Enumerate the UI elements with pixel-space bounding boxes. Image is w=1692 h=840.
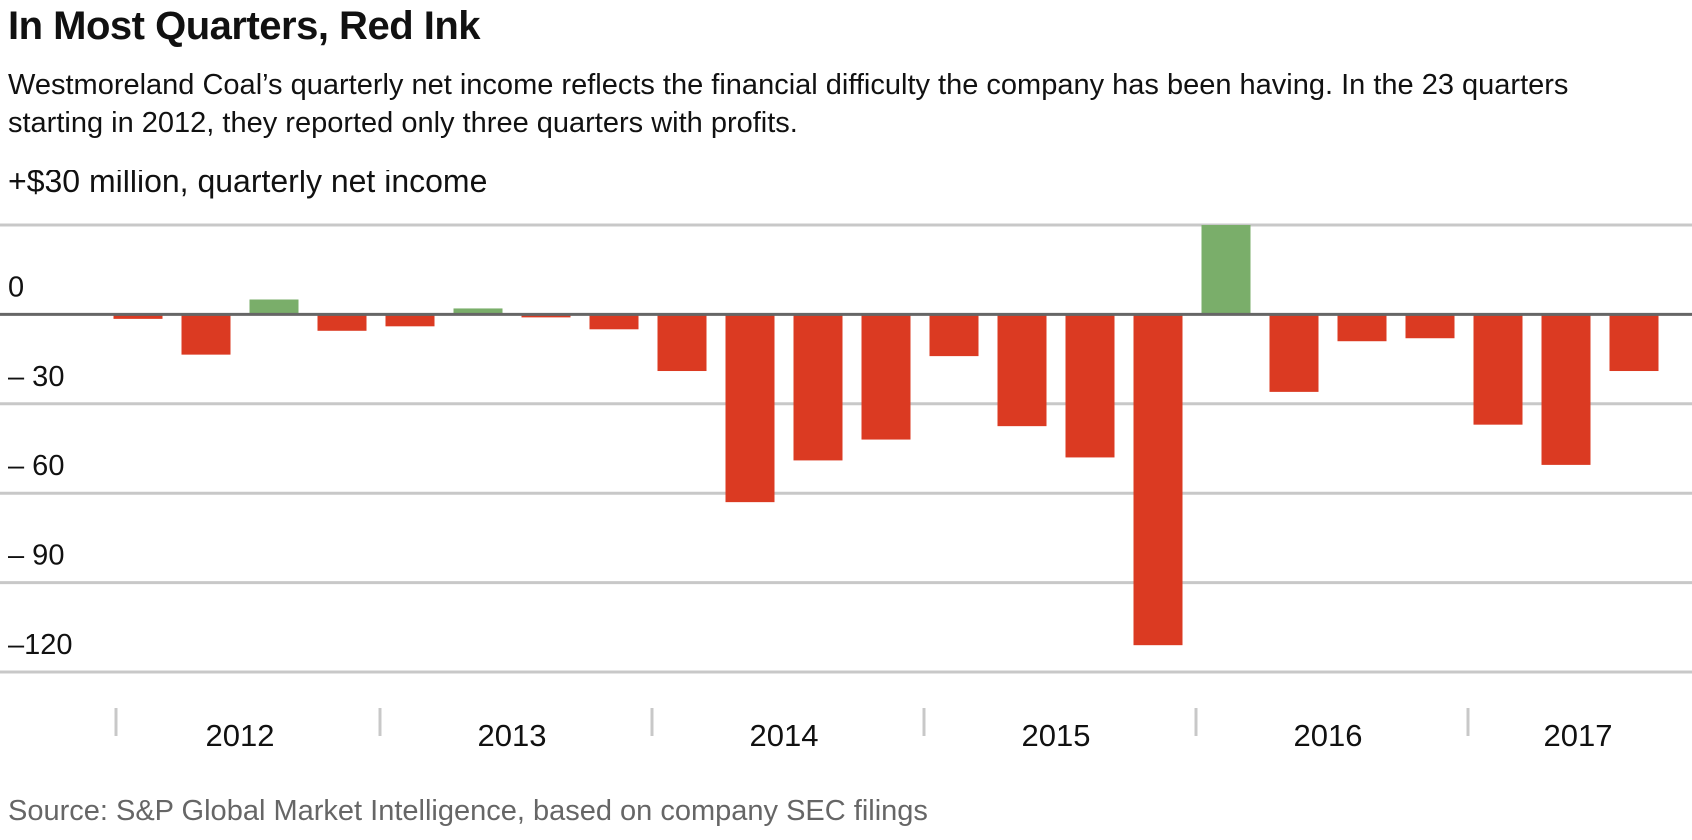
- bar: [249, 299, 299, 315]
- y-tick-label: – 60: [8, 450, 64, 482]
- bar: [1133, 314, 1183, 646]
- y-tick-label: 0: [8, 271, 24, 303]
- bar: [861, 314, 911, 440]
- x-tick-label: 2013: [478, 718, 547, 753]
- bar: [1201, 225, 1251, 315]
- bar: [1065, 314, 1115, 458]
- y-tick-label: – 90: [8, 540, 64, 572]
- x-axis: 2012 2013 2014 2015 2016 2017: [114, 708, 1613, 753]
- source-note: Source: S&P Global Market Intelligence, …: [8, 795, 928, 827]
- chart-subtitle: Westmoreland Coal’s quarterly net income…: [8, 69, 1569, 139]
- bar: [1405, 314, 1455, 339]
- x-tick-label: 2014: [750, 718, 819, 753]
- bar: [1269, 314, 1319, 392]
- y-axis-tick-labels: 0 – 30 – 60 – 90 –120: [8, 271, 73, 661]
- bar: [929, 314, 979, 357]
- bar: [1609, 314, 1659, 372]
- bar: [1473, 314, 1523, 425]
- bar: [793, 314, 843, 461]
- bar: [317, 314, 367, 331]
- bar-chart: 0 – 30 – 60 – 90 –120 +$30 million, quarterl…: [0, 170, 1692, 753]
- x-tick-label: 2017: [1544, 718, 1613, 753]
- bar: [385, 314, 435, 327]
- bar: [113, 314, 163, 319]
- y-axis-label: +$30 million, quarterly net income: [8, 170, 487, 199]
- chart-title: In Most Quarters, Red Ink: [8, 4, 481, 48]
- y-tick-label: –120: [8, 629, 73, 661]
- bar: [1337, 314, 1387, 342]
- gridlines: [0, 223, 1692, 674]
- bar: [725, 314, 775, 503]
- bar: [1541, 314, 1591, 465]
- bar: [657, 314, 707, 372]
- x-tick-label: 2015: [1022, 718, 1091, 753]
- bar: [181, 314, 231, 355]
- y-tick-label: – 30: [8, 361, 64, 393]
- x-tick-label: 2012: [206, 718, 275, 753]
- bar: [453, 308, 503, 315]
- x-tick-label: 2016: [1294, 718, 1363, 753]
- bar: [589, 314, 639, 330]
- bar: [997, 314, 1047, 427]
